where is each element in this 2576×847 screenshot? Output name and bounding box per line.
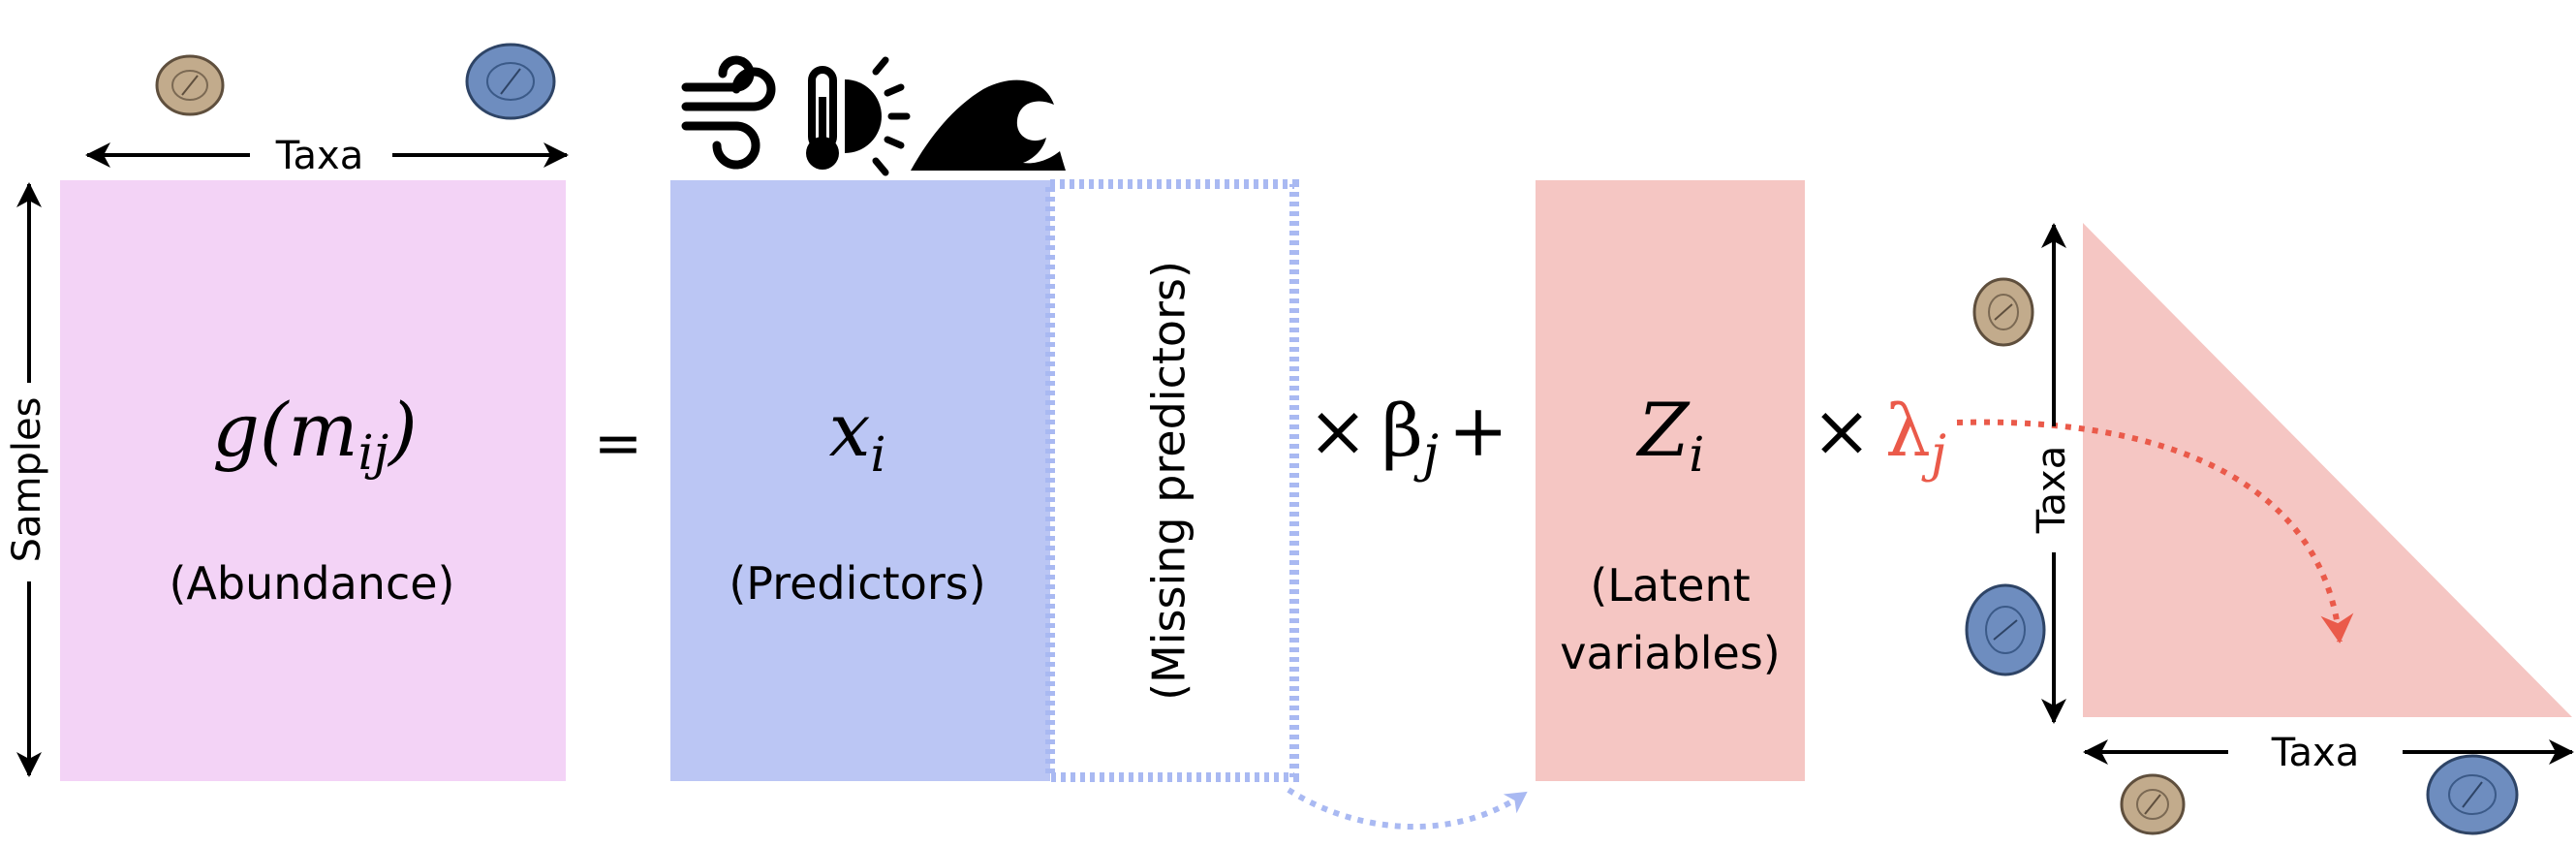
lambda-dotted-arrow xyxy=(1956,419,2354,643)
abundance-formula-close: ) xyxy=(387,387,418,473)
taxon-small-icon xyxy=(155,54,225,116)
abundance-caption: (Abundance) xyxy=(169,557,454,610)
triangle-side-axis-label: Taxa xyxy=(2030,446,2074,535)
loadings-triangle xyxy=(2083,223,2572,717)
triangle-bottom-axis: Taxa xyxy=(2083,731,2574,775)
taxon-large-icon xyxy=(465,43,556,120)
predictors-symbol-sub: i xyxy=(870,426,885,483)
taxon-large-icon xyxy=(1965,583,2046,676)
latent-caption-line1: (Latent xyxy=(1590,559,1750,612)
wind-icon xyxy=(681,55,776,170)
abundance-formula-m: m xyxy=(289,387,358,473)
predictors-matrix xyxy=(670,180,1050,781)
taxon-small-icon xyxy=(1972,277,2034,347)
equals-sign: = xyxy=(594,410,642,478)
latent-symbol: Z xyxy=(1636,387,1691,473)
times-lambda-term: × λj xyxy=(1812,390,1946,484)
wave-icon xyxy=(911,79,1066,171)
times-beta-times: × xyxy=(1308,390,1368,473)
taxa-axis-top: Taxa xyxy=(85,134,569,178)
plus-sign: + xyxy=(1448,390,1508,473)
times-beta-term: × βj + xyxy=(1308,390,1508,484)
lambda-symbol: λ xyxy=(1885,390,1931,473)
missing-predictors-label: (Missing predictors) xyxy=(1143,261,1195,701)
abundance-formula-sub: ij xyxy=(358,424,389,481)
taxa-axis-label-top: Taxa xyxy=(275,134,364,178)
missing-to-latent-arrow xyxy=(1287,787,1528,831)
latent-symbol-sub: i xyxy=(1689,426,1704,483)
abundance-formula-g: g( xyxy=(212,387,290,473)
abundance-matrix xyxy=(60,180,566,781)
latent-matrix xyxy=(1536,180,1805,781)
times-lambda-times: × xyxy=(1812,390,1872,473)
samples-axis-label: Samples xyxy=(5,397,49,563)
latent-caption-line2: variables) xyxy=(1560,627,1780,679)
beta-symbol: β xyxy=(1381,390,1423,473)
predictors-symbol: x xyxy=(829,387,871,473)
predictors-formula: xi xyxy=(829,387,886,483)
thermometer-sun-icon xyxy=(806,56,911,176)
taxon-small-icon xyxy=(2120,773,2186,835)
missing-predictors-box xyxy=(1045,179,1299,782)
triangle-bottom-axis-label: Taxa xyxy=(2271,731,2360,775)
predictors-caption: (Predictors) xyxy=(729,557,985,610)
samples-axis: Samples xyxy=(5,182,49,777)
taxon-large-icon xyxy=(2426,754,2519,835)
latent-formula: Zi xyxy=(1636,387,1705,483)
triangle-side-axis: Taxa xyxy=(2030,223,2074,724)
abundance-formula: g(mij) xyxy=(212,387,418,481)
